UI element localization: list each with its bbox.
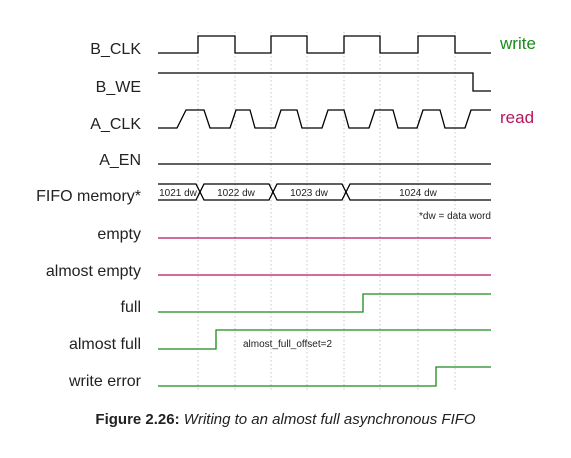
fifo-segment-label: 1021 dw [159,188,198,199]
caption-text: Writing to an almost full asynchronous F… [183,411,476,428]
caption-number: Figure 2.26: [95,411,180,428]
label-write: write [499,34,536,53]
wave-write-error [158,366,491,387]
label-almost-full: almost full [69,336,141,353]
wave-b-we [158,72,491,92]
label-full: full [121,299,141,316]
wave-b-clk [158,35,491,54]
label-read: read [500,108,534,127]
label-write-error: write error [68,373,142,390]
fifo-segment-label: 1022 dw [217,188,256,199]
label-a-en: A_EN [99,152,141,169]
timing-diagram: B_CLK B_WE A_CLK A_EN FIFO memory* empty… [36,32,536,392]
label-a-clk: A_CLK [90,116,141,133]
fifo-segment-label: 1023 dw [290,188,329,199]
label-almost-empty: almost empty [46,263,141,280]
fifo-segment-label: 1024 dw [399,188,438,199]
wave-almost-full [158,329,491,350]
label-b-clk: B_CLK [90,41,141,58]
note-dw-definition: *dw = data word [419,211,491,222]
label-empty: empty [97,226,141,243]
figure-caption: Figure 2.26: Writing to an almost full a… [0,411,571,428]
wave-a-clk [158,109,491,129]
note-almost-full-offset: almost_full_offset=2 [243,339,332,350]
gridlines [197,32,456,392]
label-b-we: B_WE [96,79,141,96]
wave-full [158,293,491,313]
label-fifo-memory: FIFO memory* [36,188,141,205]
wave-fifo-memory: 1021 dw 1022 dw 1023 dw 1024 dw [158,183,491,201]
